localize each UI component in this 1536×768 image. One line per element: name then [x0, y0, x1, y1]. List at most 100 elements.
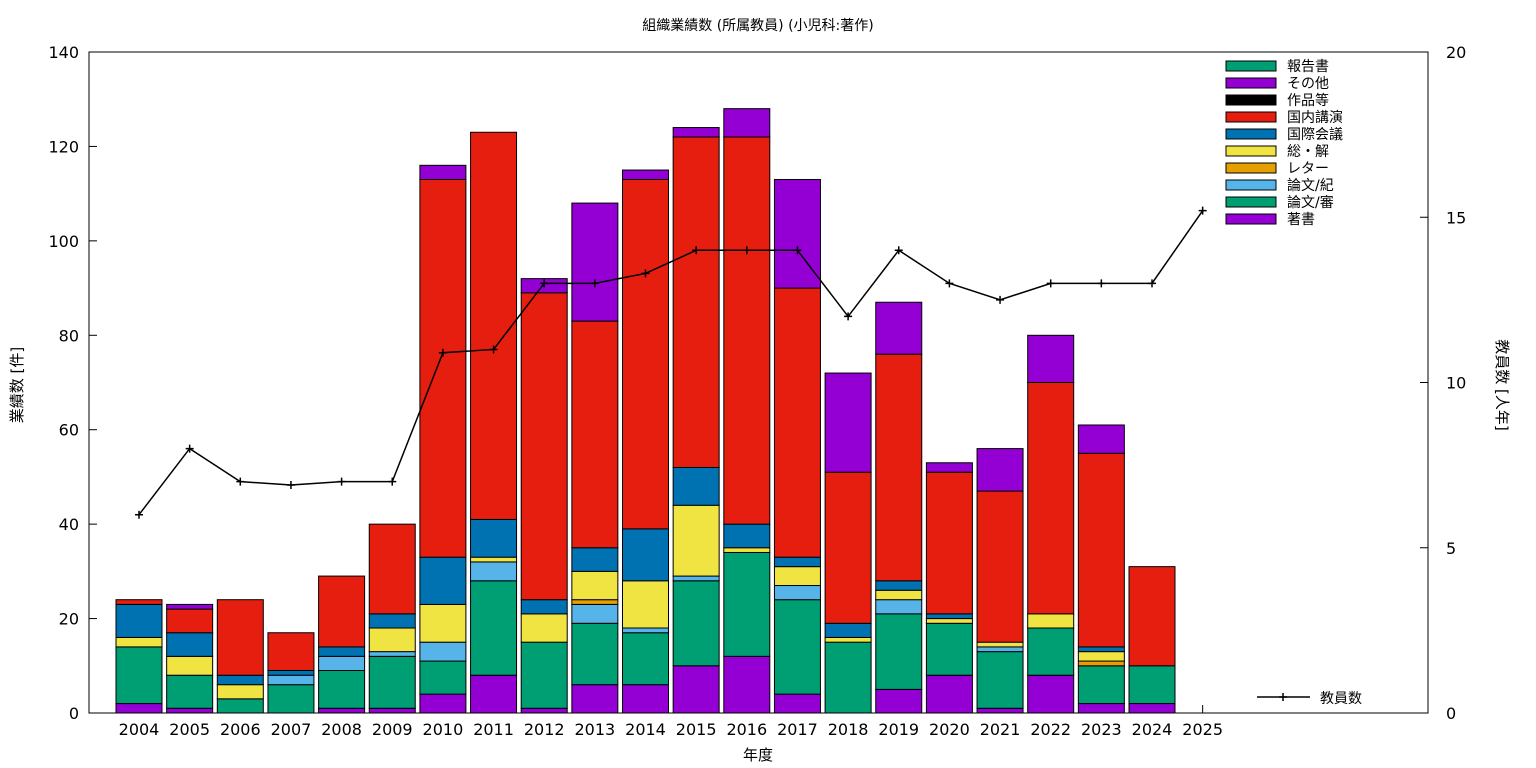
- legend-swatch: [1225, 60, 1277, 72]
- bar-segment: [622, 632, 669, 686]
- bar-segment: [925, 674, 973, 714]
- bar-segment: [166, 603, 214, 610]
- bar-segment: [419, 164, 467, 180]
- bar-segment: [267, 632, 315, 672]
- x-tick-label: 2006: [220, 720, 261, 739]
- line-point: [540, 279, 549, 288]
- y-axis-label: 業績数 [件]: [8, 347, 26, 423]
- bar-segment: [875, 301, 923, 355]
- bar-segment: [875, 599, 923, 615]
- line-point: [236, 477, 245, 486]
- bar-segment: [672, 665, 720, 714]
- bar-segment: [672, 127, 720, 138]
- x-tick-label: 2008: [321, 720, 362, 739]
- line-point: [286, 480, 295, 489]
- bar-segment: [1027, 613, 1075, 629]
- y2-tick-label: 0: [1446, 704, 1456, 723]
- bar-segment: [824, 471, 872, 624]
- x-tick-label: 2022: [1030, 720, 1071, 739]
- x-tick-label: 2024: [1132, 720, 1173, 739]
- bar-segment: [216, 674, 264, 686]
- bar-segment: [115, 603, 163, 638]
- bar-segment: [925, 471, 973, 615]
- bar-segment: [1128, 665, 1176, 705]
- line-legend-label: 教員数: [1320, 691, 1362, 707]
- line-point: [590, 279, 599, 288]
- bar-segment: [419, 641, 467, 662]
- bar-segment: [216, 698, 264, 714]
- x-tick-label: 2007: [271, 720, 312, 739]
- bar-segment: [115, 646, 163, 705]
- bar-segment: [368, 651, 416, 657]
- x-axis-label: 年度: [743, 746, 773, 764]
- bar-segment: [925, 622, 973, 676]
- bar-segment: [773, 556, 821, 568]
- x-tick-label: 2025: [1182, 720, 1223, 739]
- y-tick-label: 0: [69, 704, 79, 723]
- bar-segment: [976, 490, 1024, 643]
- chart-title: 組織業績数 (所属教員) (小児科:著作): [642, 18, 873, 34]
- legend-swatch: [1225, 162, 1277, 174]
- x-tick-label: 2015: [676, 720, 717, 739]
- bar-segment: [368, 627, 416, 653]
- bar-segment: [723, 551, 771, 657]
- bar-segment: [976, 646, 1024, 653]
- bar-segment: [470, 580, 518, 676]
- bar-segment: [773, 599, 821, 695]
- bar-segment: [672, 504, 720, 577]
- bar-segment: [1027, 674, 1075, 714]
- bar-segment: [520, 613, 568, 643]
- legend-label: レター: [1287, 161, 1329, 177]
- y-tick-label: 140: [48, 43, 79, 62]
- bar-segment: [318, 646, 366, 657]
- bar-segment: [1077, 665, 1125, 705]
- x-tick-label: 2018: [828, 720, 869, 739]
- bar-segment: [976, 641, 1024, 648]
- y-tick-label: 100: [48, 232, 79, 251]
- x-tick-label: 2010: [423, 720, 464, 739]
- bar-segment: [470, 561, 518, 582]
- bar-segment: [672, 136, 720, 468]
- bar-segment: [368, 707, 416, 714]
- bar-segment: [875, 589, 923, 601]
- line-point: [388, 477, 397, 486]
- bar-segment: [571, 603, 619, 624]
- bar-segment: [976, 707, 1024, 714]
- legend-swatch: [1225, 179, 1277, 191]
- line-point: [793, 246, 802, 255]
- bar-segment: [571, 320, 619, 549]
- bar-segment: [672, 466, 720, 506]
- y-tick-label: 40: [59, 515, 79, 534]
- bar-segment: [267, 684, 315, 714]
- bar-segment: [571, 599, 619, 605]
- x-tick-label: 2016: [726, 720, 767, 739]
- legend-label: 著書: [1287, 212, 1315, 228]
- bar-segment: [1027, 334, 1075, 383]
- bar-segment: [875, 580, 923, 591]
- y2-tick-label: 15: [1446, 208, 1466, 227]
- bar-segment: [773, 693, 821, 714]
- line-legend-marker: [1279, 693, 1287, 701]
- bar-segment: [216, 599, 264, 676]
- bar-segment: [166, 608, 214, 634]
- bar-segment: [1077, 452, 1125, 648]
- bar-segment: [824, 372, 872, 473]
- bar-segment: [773, 287, 821, 558]
- x-tick-label: 2012: [524, 720, 565, 739]
- bar-segment: [723, 547, 771, 553]
- bar-segment: [1077, 651, 1125, 662]
- legend-label: その他: [1287, 76, 1329, 92]
- bar-segment: [368, 655, 416, 709]
- bar-segment: [1077, 646, 1125, 653]
- bar-segment: [1077, 703, 1125, 714]
- line-legend: 教員数: [1257, 691, 1362, 707]
- bar-segment: [520, 641, 568, 709]
- bar-segment: [1077, 660, 1125, 667]
- legend-swatch: [1225, 94, 1277, 106]
- bar-segment: [723, 655, 771, 714]
- bar-segment: [824, 641, 872, 714]
- bar-segment: [672, 580, 720, 667]
- line-point: [996, 295, 1005, 304]
- line-point: [641, 269, 650, 278]
- bar-segment: [520, 707, 568, 714]
